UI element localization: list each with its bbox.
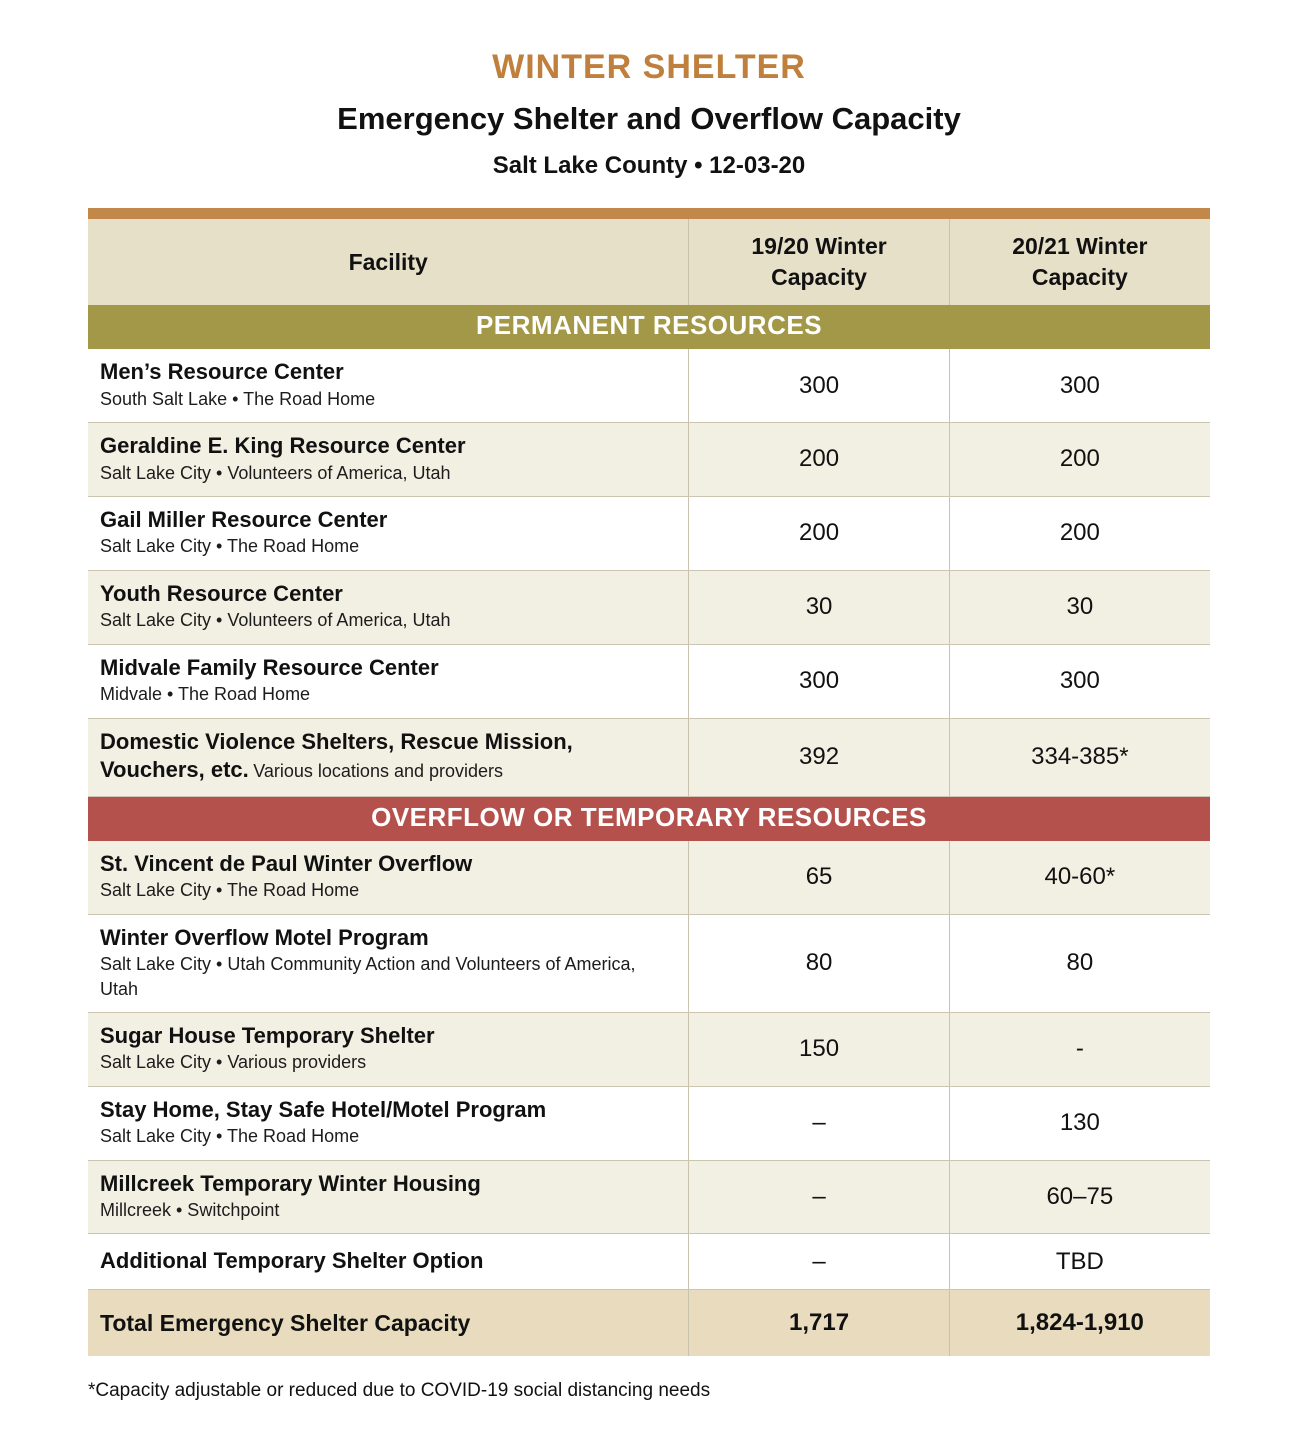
facility-cell: Millcreek Temporary Winter Housing Millcr… <box>88 1160 690 1234</box>
facility-name: Youth Resource Center <box>100 580 343 606</box>
table-accent-bar <box>88 208 1210 219</box>
capacity-20-21: 130 <box>1059 1109 1100 1137</box>
facility-cell: Geraldine E. King Resource Center Salt La… <box>88 422 690 496</box>
facility-cell: Winter Overflow Motel Program Salt Lake C… <box>88 914 690 1012</box>
page-header: WINTER SHELTER Emergency Shelter and Ove… <box>88 48 1210 180</box>
table-row: Gail Miller Resource Center Salt Lake Cit… <box>88 496 1210 571</box>
capacity-19-20: 80 <box>689 914 950 1012</box>
total-capacity-20-21: 1,824-1,910 <box>1015 1309 1144 1337</box>
total-capacity-19-20: 1,717 <box>689 1290 950 1357</box>
table-header-row: Facility 19/20 Winter Capacity 20/21 Win… <box>88 219 1210 306</box>
column-header-20-21-capacity: 20/21 Winter Capacity <box>1012 233 1148 291</box>
capacity-table: Facility 19/20 Winter Capacity 20/21 Win… <box>88 208 1210 1357</box>
table-row: Winter Overflow Motel Program Salt Lake C… <box>88 914 1210 1013</box>
capacity-20-21: 300 <box>1059 667 1100 695</box>
page-subtitle: Emergency Shelter and Overflow Capacity <box>337 101 961 136</box>
column-header-19-20-capacity: 19/20 Winter Capacity <box>689 219 950 306</box>
facility-name: Stay Home, Stay Safe Hotel/Motel Program <box>100 1096 547 1122</box>
facility-detail: Salt Lake City • The Road Home <box>100 536 360 557</box>
total-label: Total Emergency Shelter Capacity <box>88 1290 690 1357</box>
capacity-19-20: 300 <box>689 644 950 718</box>
facility-name: Sugar House Temporary Shelter <box>100 1022 435 1048</box>
table-row: Stay Home, Stay Safe Hotel/Motel Program… <box>88 1086 1210 1161</box>
capacity-19-20: 30 <box>689 570 950 644</box>
facility-name: Midvale Family Resource Center <box>100 654 439 680</box>
facility-detail: Midvale • The Road Home <box>100 684 311 705</box>
capacity-20-21: 30 <box>1066 593 1094 621</box>
capacity-19-20: 392 <box>689 718 950 796</box>
capacity-20-21: TBD <box>1055 1247 1104 1275</box>
facility-cell: Men’s Resource Center South Salt Lake • T… <box>88 349 690 422</box>
facility-name: Gail Miller Resource Center <box>100 506 388 532</box>
capacity-19-20: 200 <box>689 496 950 570</box>
facility-name: Men’s Resource Center <box>100 359 344 385</box>
capacity-20-21: 200 <box>1059 519 1100 547</box>
capacity-20-21: 60–75 <box>1046 1183 1114 1211</box>
facility-detail: Salt Lake City • Various providers <box>100 1052 367 1073</box>
capacity-19-20: – <box>689 1160 950 1234</box>
facility-cell: Midvale Family Resource Center Midvale • … <box>88 644 690 718</box>
capacity-20-21: 200 <box>1059 445 1100 473</box>
facility-detail: Salt Lake City • The Road Home <box>100 1126 360 1147</box>
table-row: Millcreek Temporary Winter Housing Millcr… <box>88 1160 1210 1235</box>
facility-cell: Additional Temporary Shelter Option <box>88 1234 690 1290</box>
table-row: St. Vincent de Paul Winter Overflow Salt … <box>88 840 1210 915</box>
capacity-19-20: 65 <box>689 840 950 914</box>
capacity-19-20: – <box>689 1086 950 1160</box>
facility-detail: Salt Lake City • Volunteers of America, … <box>100 610 451 631</box>
facility-detail: South Salt Lake • The Road Home <box>100 388 376 409</box>
facility-cell: Gail Miller Resource Center Salt Lake Cit… <box>88 496 690 570</box>
table-row: Domestic Violence Shelters, Rescue Missi… <box>88 718 1210 797</box>
capacity-19-20: 200 <box>689 422 950 496</box>
facility-cell: Sugar House Temporary Shelter Salt Lake C… <box>88 1012 690 1086</box>
facility-detail: Millcreek • Switchpoint <box>100 1200 280 1221</box>
table-body: PERMANENT RESOURCES Men’s Resource Center… <box>88 305 1210 1291</box>
table-row: Midvale Family Resource Center Midvale • … <box>88 644 1210 719</box>
table-row: Youth Resource Center Salt Lake City • Vo… <box>88 570 1210 645</box>
table-row: Additional Temporary Shelter Option – TBD <box>88 1234 1210 1291</box>
page-dateline: Salt Lake County • 12-03-20 <box>492 152 806 179</box>
facility-detail: Salt Lake City • The Road Home <box>100 880 360 901</box>
facility-detail: Salt Lake City • Utah Community Action a… <box>100 954 636 999</box>
section-header: PERMANENT RESOURCES <box>88 305 1210 350</box>
facility-name: Additional Temporary Shelter Option <box>100 1247 484 1273</box>
facility-cell: Domestic Violence Shelters, Rescue Missi… <box>88 718 690 796</box>
page-title: WINTER SHELTER <box>492 48 806 86</box>
capacity-20-21: 300 <box>1059 371 1100 399</box>
facility-detail: Salt Lake City • Volunteers of America, … <box>100 462 451 483</box>
section-header: OVERFLOW OR TEMPORARY RESOURCES <box>88 796 1210 841</box>
capacity-19-20: 150 <box>689 1012 950 1086</box>
facility-name: Domestic Violence Shelters, Rescue Missi… <box>100 728 573 783</box>
table-row: Sugar House Temporary Shelter Salt Lake C… <box>88 1012 1210 1087</box>
facility-cell: Stay Home, Stay Safe Hotel/Motel Program… <box>88 1086 690 1160</box>
footnote: *Capacity adjustable or reduced due to C… <box>88 1380 711 1402</box>
capacity-20-21: 334-385* <box>1031 743 1129 771</box>
facility-cell: Youth Resource Center Salt Lake City • Vo… <box>88 570 690 644</box>
facility-detail: Various locations and providers <box>253 761 504 782</box>
capacity-20-21: - <box>1075 1035 1084 1063</box>
table-row: Geraldine E. King Resource Center Salt La… <box>88 422 1210 497</box>
facility-name: Winter Overflow Motel Program <box>100 924 429 950</box>
total-row: Total Emergency Shelter Capacity 1,717 1… <box>88 1290 1210 1357</box>
column-header-facility: Facility <box>88 219 690 306</box>
table-row: Men’s Resource Center South Salt Lake • T… <box>88 349 1210 423</box>
capacity-20-21: 40-60* <box>1044 863 1116 891</box>
facility-cell: St. Vincent de Paul Winter Overflow Salt … <box>88 840 690 914</box>
facility-name: St. Vincent de Paul Winter Overflow <box>100 850 473 876</box>
facility-name: Millcreek Temporary Winter Housing <box>100 1170 481 1196</box>
capacity-20-21: 80 <box>1066 949 1094 977</box>
capacity-19-20: 300 <box>689 349 950 422</box>
facility-name: Geraldine E. King Resource Center <box>100 432 466 458</box>
capacity-19-20: – <box>689 1234 950 1290</box>
